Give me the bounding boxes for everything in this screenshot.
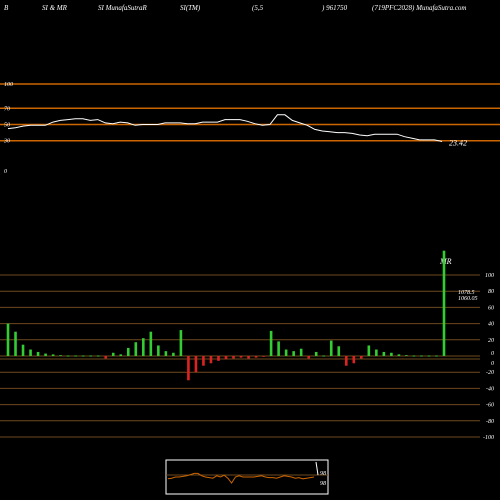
mrsi-bar — [66, 355, 70, 357]
mrsi-bar — [254, 356, 258, 358]
mrsi-tick-label: -20 — [486, 370, 494, 376]
mrsi-bar — [232, 356, 235, 359]
header-text: SI(TM) — [180, 4, 201, 12]
mrsi-bar — [157, 345, 160, 356]
header-text: (719PFC2028) MunafaSutra.com — [372, 4, 467, 12]
mrsi-bar — [375, 349, 378, 356]
mrsi-bar — [59, 355, 62, 356]
mrsi-bar — [187, 356, 190, 381]
mrsi-bar — [51, 354, 55, 356]
rsi-panel: 100 70 50 30 0 23.42 — [0, 82, 500, 175]
mrsi-annotation: 1078.5 — [458, 290, 475, 296]
mrsi-bar — [329, 340, 333, 356]
mrsi-bar — [337, 346, 341, 356]
mrsi-bar — [111, 352, 115, 356]
rsi-tick-label: 100 — [4, 82, 13, 88]
mrsi-bar — [164, 351, 168, 356]
header-text: ) 961750 — [321, 4, 348, 12]
mrsi-bar — [239, 356, 243, 358]
rsi-last-value: 23.42 — [449, 139, 467, 148]
header-text: SI & MR — [42, 4, 68, 12]
mrsi-bar — [405, 355, 408, 356]
mrsi-title: MR — [439, 257, 452, 266]
mrsi-bar — [352, 356, 356, 364]
mrsi-bar — [382, 351, 386, 356]
mrsi-bar — [292, 351, 295, 356]
mrsi-bar — [435, 355, 438, 357]
mrsi-bar — [209, 356, 213, 364]
mini-frame — [165, 459, 329, 495]
mrsi-tick-label: -60 — [486, 403, 494, 409]
mrsi-bar — [307, 356, 310, 359]
mrsi-bar — [172, 352, 175, 356]
mrsi-bar — [21, 344, 25, 356]
mrsi-bar — [284, 349, 288, 356]
mrsi-tick-label: -40 — [486, 385, 494, 392]
mrsi-tick-label: -80 — [486, 419, 494, 425]
mrsi-tick-label: 0 — [491, 361, 494, 367]
mrsi-bar — [36, 351, 40, 356]
mrsi-bar — [89, 355, 92, 357]
mrsi-bar — [367, 345, 371, 356]
mrsi-bar — [247, 356, 250, 359]
mrsi-tick-label: 100 — [485, 273, 494, 279]
mrsi-bar — [262, 356, 265, 357]
mrsi-bar — [360, 356, 363, 359]
mrsi-bar — [14, 331, 17, 356]
rsi-line — [7, 114, 443, 142]
mrsi-annotation: 1060.05 — [458, 296, 478, 302]
header-text: SI MunafaSutraR — [98, 4, 148, 12]
mrsi-bar — [6, 323, 10, 356]
mrsi-bar — [202, 356, 205, 366]
mrsi-bar — [149, 331, 153, 356]
header-text: B — [4, 4, 9, 12]
mrsi-bar — [44, 353, 47, 356]
mrsi-bar — [277, 341, 280, 356]
mrsi-bar — [29, 349, 32, 356]
mrsi-bar — [104, 356, 108, 359]
mrsi-bar — [412, 355, 416, 357]
mrsi-bar — [269, 330, 273, 356]
mrsi-bar — [322, 355, 326, 357]
header-row: B SI & MR SI MunafaSutraR SI(TM) (5,5 ) 96175… — [4, 4, 467, 12]
mrsi-bar — [81, 355, 85, 357]
mrsi-bar — [299, 348, 303, 356]
mrsi-tick-label: 20 — [488, 338, 494, 344]
mrsi-bar — [96, 355, 100, 357]
mini-label: 98 — [320, 471, 326, 477]
mrsi-bar — [397, 354, 401, 356]
mrsi-tick-label: -100 — [483, 435, 494, 441]
mrsi-bar — [427, 355, 431, 357]
rsi-tick-label: 30 — [3, 139, 10, 145]
mrsi-tick-label: 60 — [488, 305, 494, 311]
rsi-tick-label: 50 — [4, 123, 10, 129]
mrsi-bar — [420, 355, 423, 357]
mrsi-bar — [119, 354, 123, 356]
mini-spike — [315, 461, 319, 476]
rsi-tick-label: 70 — [4, 106, 10, 112]
mrsi-bar — [194, 356, 198, 373]
mrsi-bar — [224, 356, 228, 360]
mrsi-bar — [126, 347, 130, 356]
mini-panel: 98 98 — [165, 459, 329, 495]
mrsi-bar — [217, 356, 220, 361]
mini-label: 98 — [320, 481, 326, 487]
mrsi-bar — [344, 356, 348, 366]
mrsi-tick-label: 40 — [488, 321, 494, 328]
mini-line — [167, 472, 315, 484]
mrsi-tick-label: 0 — [491, 351, 494, 357]
mrsi-bar — [134, 342, 138, 356]
mrsi-bar — [314, 351, 318, 356]
mrsi-bar — [142, 338, 145, 356]
mrsi-bar — [390, 352, 393, 356]
mrsi-bar — [74, 355, 77, 357]
mrsi-bar — [179, 330, 183, 356]
mrsi-bar — [442, 250, 446, 356]
header-text: (5,5 — [252, 4, 264, 12]
mrsi-panel: 100 80 60 40 20 0 0 -20 -40 -60 -80 -100 MR 1078.5106… — [0, 250, 494, 441]
rsi-tick-label: 0 — [4, 169, 7, 175]
mrsi-tick-label: 80 — [488, 289, 494, 295]
